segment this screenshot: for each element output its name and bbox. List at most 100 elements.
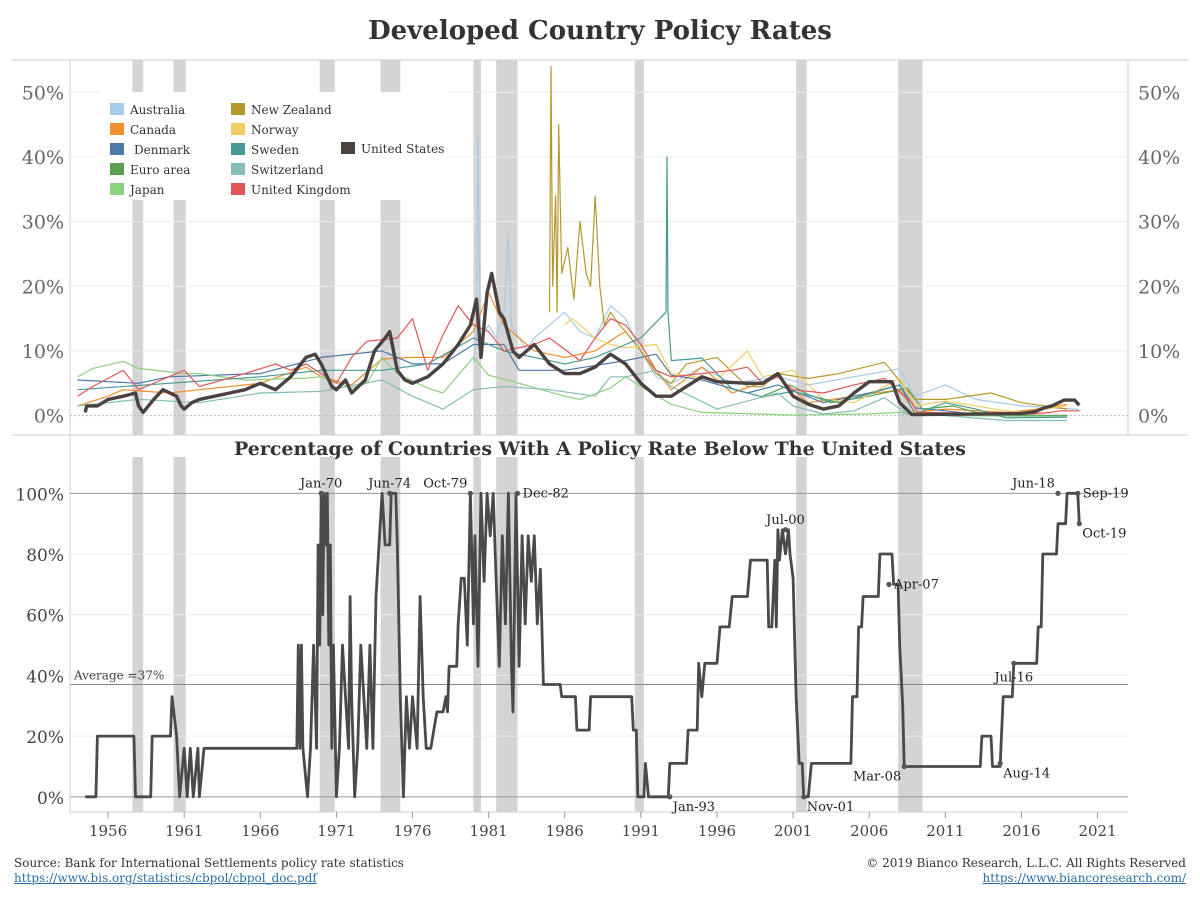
- x-tick-label: 1991: [622, 822, 660, 840]
- annotation-marker: [467, 490, 473, 496]
- legend-swatch: [110, 103, 124, 115]
- legend-swatch: [231, 183, 245, 195]
- annotation-marker: [1075, 490, 1081, 496]
- series-line-australia: [472, 137, 1082, 412]
- annotation-marker: [886, 581, 892, 587]
- legend-background: [100, 92, 450, 200]
- legend-swatch: [231, 103, 245, 115]
- legend-label: New Zealand: [251, 103, 332, 117]
- recession-band-top: [496, 60, 518, 435]
- annotation-label: Sep-19: [1083, 486, 1129, 501]
- annotation-marker: [1076, 521, 1082, 527]
- recession-band-top: [898, 60, 923, 435]
- x-tick-label: 2016: [1002, 822, 1040, 840]
- series-line-norway: [564, 318, 1068, 413]
- legend-label: Japan: [128, 183, 165, 197]
- legend-swatch: [341, 142, 355, 154]
- legend-label: Denmark: [134, 143, 191, 157]
- annotation-label: Jun-18: [1010, 476, 1055, 491]
- recession-band-bottom: [132, 457, 144, 812]
- annotation-marker: [318, 490, 324, 496]
- y-tick-label-bottom: 60%: [26, 607, 64, 627]
- legend-swatch: [110, 123, 124, 135]
- annotation-label: Jun-74: [366, 476, 411, 491]
- x-tick-label: 1986: [546, 822, 584, 840]
- y-tick-label-bottom: 80%: [26, 546, 64, 566]
- annotation-label: Aug-14: [1002, 766, 1050, 781]
- y-tick-label-left: 10%: [22, 341, 64, 363]
- x-tick-label: 2006: [850, 822, 888, 840]
- legend-swatch: [231, 163, 245, 175]
- annotation-marker: [997, 760, 1003, 767]
- y-tick-label-left: 30%: [22, 212, 64, 234]
- y-tick-label-left: 0%: [34, 406, 64, 428]
- x-tick-label: 1981: [470, 822, 508, 840]
- lower-chart-title: Percentage of Countries With A Policy Ra…: [233, 438, 967, 460]
- y-tick-label-right: 50%: [1138, 82, 1180, 104]
- legend-swatch: [231, 123, 245, 135]
- average-label: Average =37%: [73, 669, 164, 683]
- main-chart-title: Developed Country Policy Rates: [368, 16, 832, 46]
- y-tick-label-bottom: 40%: [26, 667, 64, 687]
- x-tick-label: 1976: [393, 822, 431, 840]
- annotation-label: Oct-79: [423, 476, 467, 491]
- recession-band-top: [634, 60, 644, 435]
- annotation-marker: [901, 763, 907, 770]
- annotation-marker: [1011, 660, 1017, 666]
- recession-band-top: [132, 60, 144, 435]
- x-tick-label: 2011: [926, 822, 964, 840]
- annotation-label: Apr-07: [893, 577, 939, 592]
- x-tick-label: 1971: [317, 822, 355, 840]
- x-tick-label: 1996: [698, 822, 736, 840]
- annotation-marker: [387, 490, 393, 496]
- legend-label: Switzerland: [251, 163, 324, 177]
- legend-label: Euro area: [130, 163, 190, 177]
- y-tick-label-bottom: 20%: [26, 728, 64, 748]
- legend-swatch: [110, 183, 124, 195]
- site-link[interactable]: https://www.biancoresearch.com/: [982, 871, 1186, 885]
- annotation-marker: [782, 527, 789, 533]
- y-tick-label-left: 50%: [22, 82, 64, 104]
- recession-band-bottom: [634, 457, 644, 812]
- x-tick-label: 1961: [165, 822, 203, 840]
- recession-band-bottom: [796, 457, 807, 812]
- source-link[interactable]: https://www.bis.org/statistics/cbpol/cbp…: [14, 871, 317, 885]
- recession-band-bottom: [898, 457, 923, 812]
- annotation-marker: [514, 490, 521, 496]
- y-tick-label-left: 40%: [22, 147, 64, 169]
- y-tick-label-right: 10%: [1138, 341, 1180, 363]
- annotation-label: Jan-93: [671, 800, 715, 815]
- annotation-label: Nov-01: [807, 800, 854, 815]
- y-tick-label-right: 20%: [1138, 276, 1180, 298]
- y-tick-label-right: 0%: [1138, 406, 1168, 428]
- series-line-united-states: [83, 271, 1081, 417]
- series-line-switzerland: [77, 369, 1068, 422]
- legend-label: Norway: [251, 123, 299, 137]
- series-line-canada: [77, 292, 1068, 413]
- y-tick-label-left: 20%: [22, 276, 64, 298]
- legend-label: Canada: [130, 123, 176, 137]
- source-note: Source: Bank for International Settlemen…: [14, 856, 404, 870]
- series-line-japan: [77, 356, 1068, 417]
- annotation-label: Jul-00: [764, 513, 805, 528]
- annotation-label: Jan-70: [298, 476, 342, 491]
- x-tick-label: 1966: [241, 822, 279, 840]
- legend-swatch: [110, 163, 124, 175]
- recession-band-bottom: [173, 457, 186, 812]
- y-tick-label-bottom: 0%: [37, 789, 64, 809]
- legend-label: Australia: [129, 103, 185, 117]
- x-tick-label: 2021: [1078, 822, 1116, 840]
- annotation-marker: [1055, 490, 1061, 496]
- recession-band-top: [796, 60, 807, 435]
- y-tick-label-right: 40%: [1138, 147, 1180, 169]
- x-tick-label: 1956: [89, 822, 127, 840]
- legend-swatch: [231, 143, 245, 155]
- annotation-marker: [667, 794, 673, 800]
- legend-label: United States: [361, 142, 444, 156]
- legend-label: United Kingdom: [251, 183, 351, 197]
- legend-swatch: [110, 143, 124, 155]
- series-line-united-kingdom: [77, 305, 1080, 415]
- x-tick-label: 2001: [774, 822, 812, 840]
